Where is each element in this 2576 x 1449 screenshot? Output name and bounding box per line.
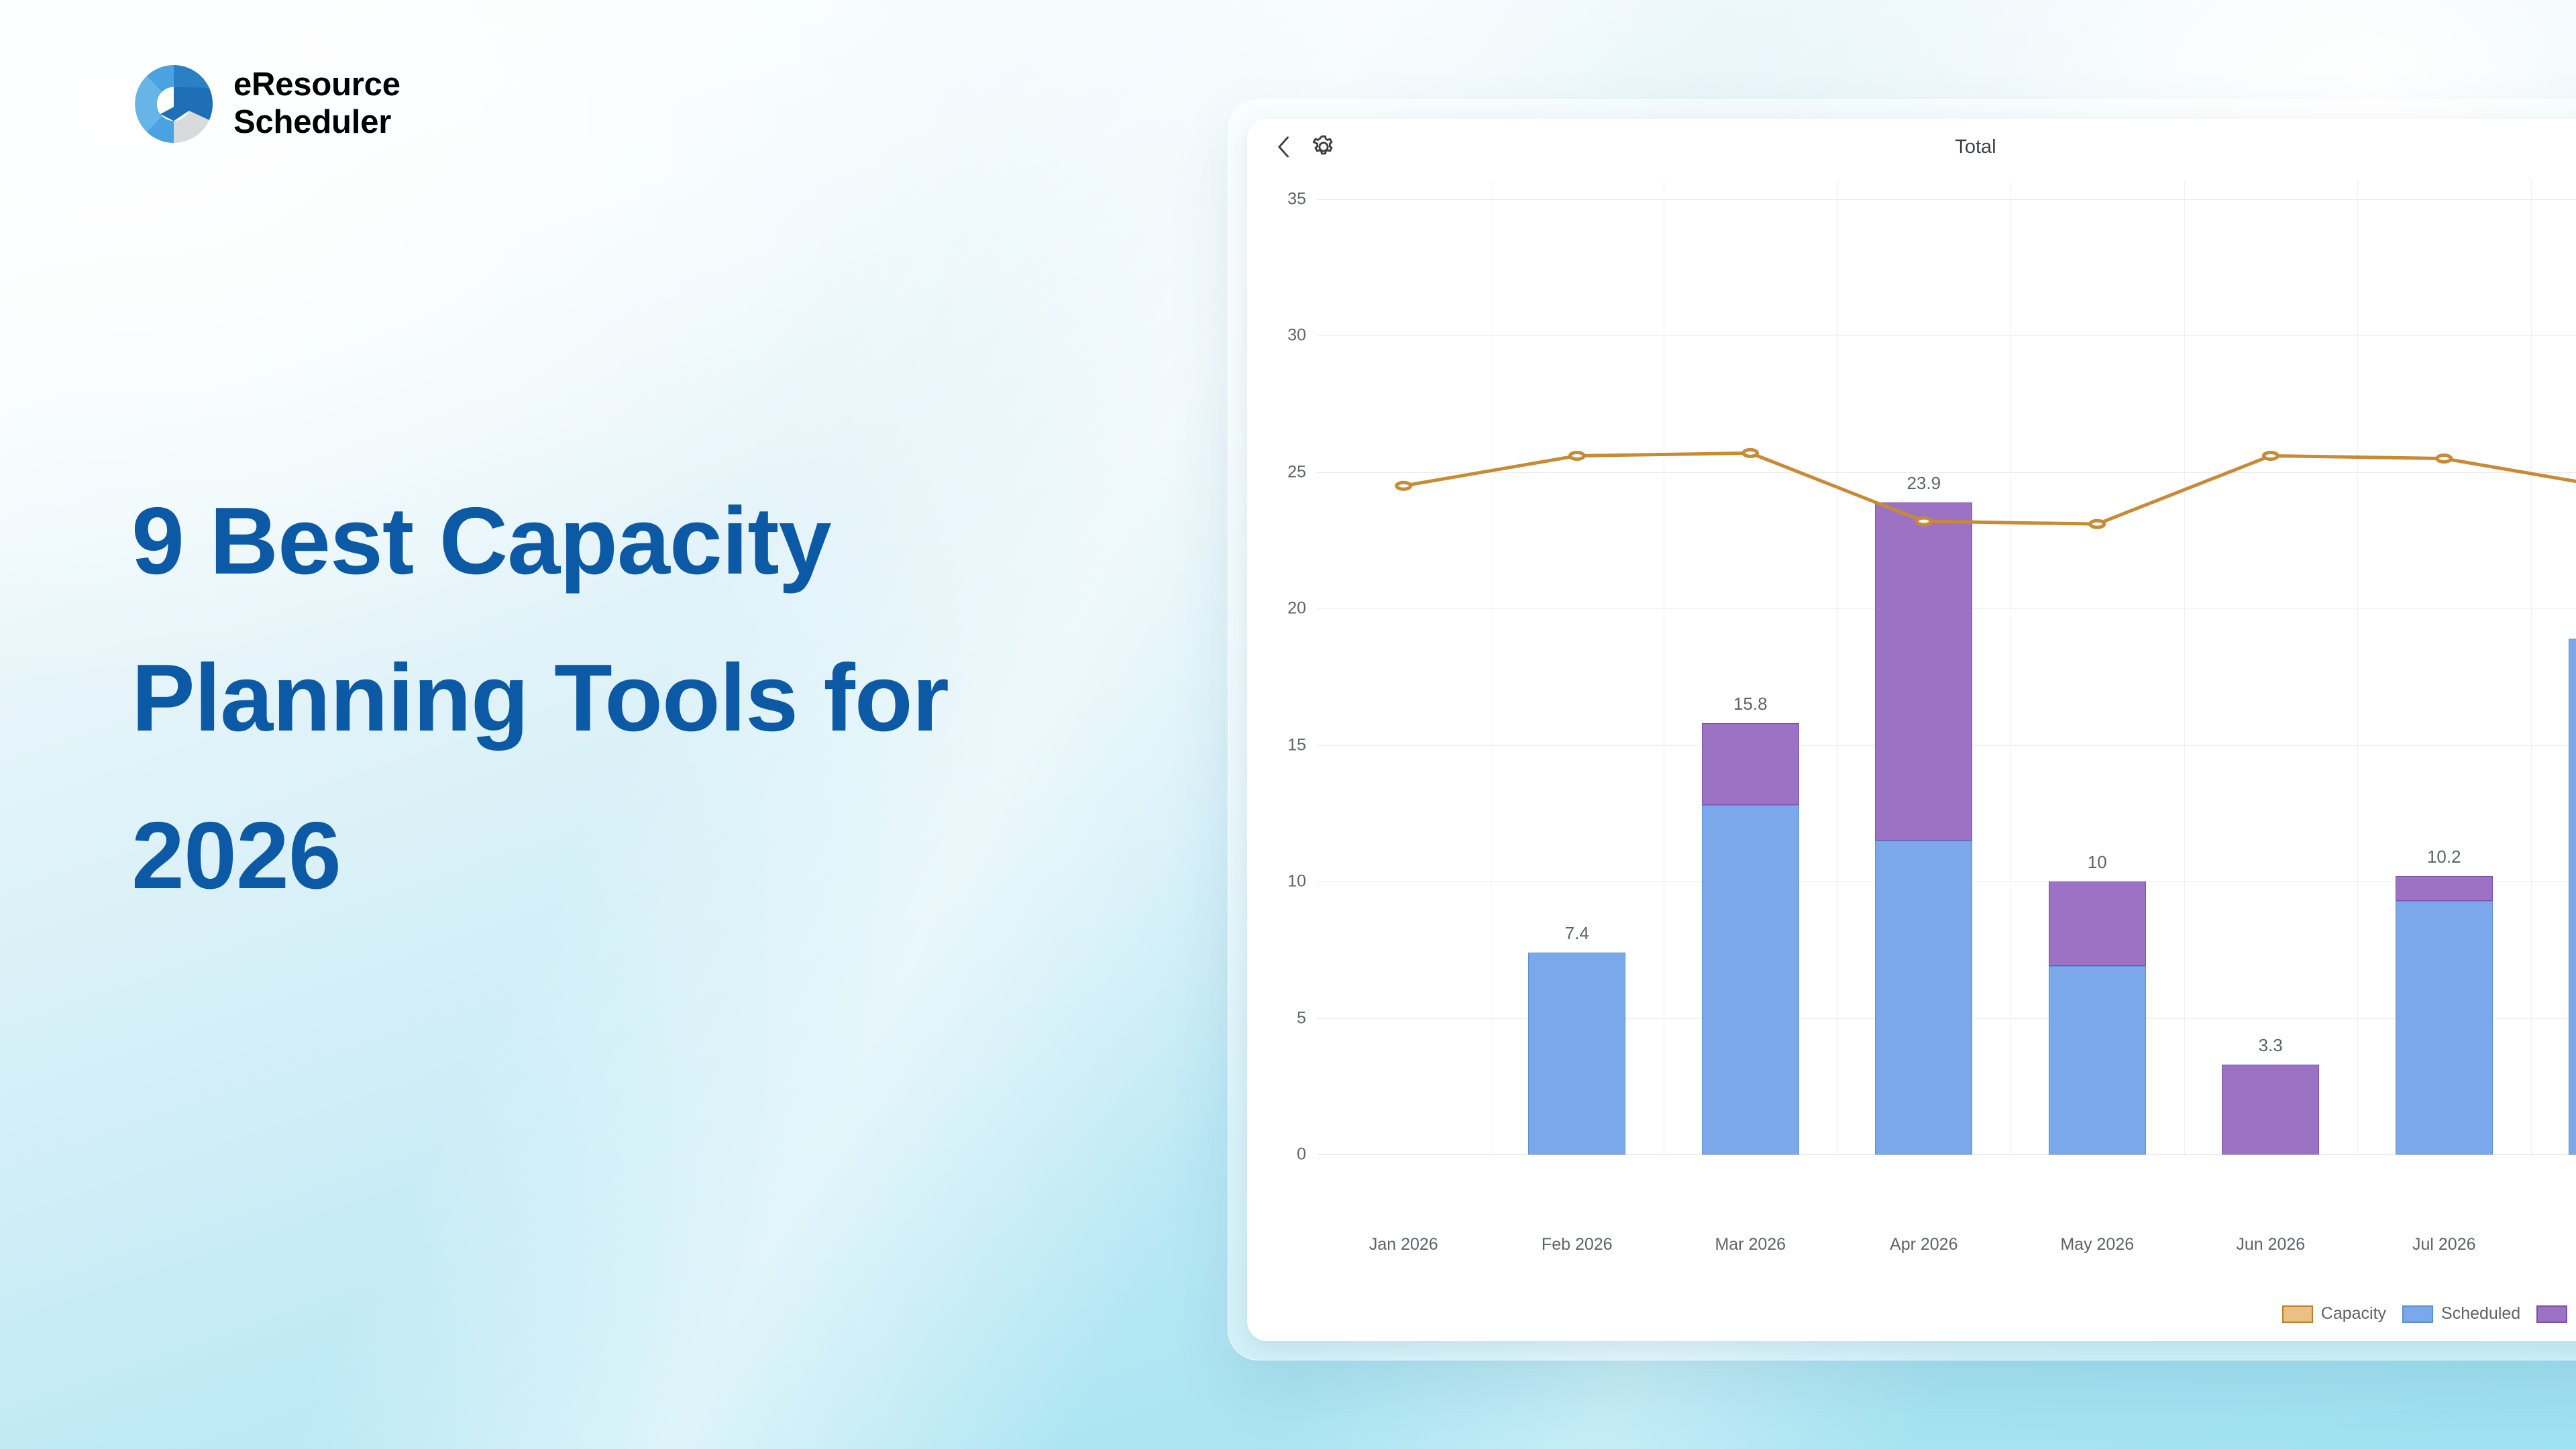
x-axis-tick: Feb 2026 [1541,1235,1613,1254]
x-axis-tick: Mar 2026 [1715,1235,1786,1254]
y-axis-tick: 25 [1287,462,1306,482]
bar-segment-scheduled[interactable] [1528,952,1626,1155]
bar-segment-pending-request[interactable] [2048,881,2146,967]
y-axis-tick: 15 [1287,735,1306,755]
legend-item[interactable]: Pending Request [2536,1304,2576,1324]
x-axis-tick: Jul 2026 [2412,1235,2476,1254]
legend-label: Capacity [2320,1304,2387,1323]
y-axis-tick: 10 [1287,871,1306,891]
capacity-line-point[interactable] [2090,521,2104,527]
chart-bar[interactable] [1528,952,1626,1155]
bar-value-label: 3.3 [2258,1034,2283,1055]
chart-bar[interactable] [2222,1064,2320,1155]
bar-value-label: 7.4 [1564,922,1589,943]
bar-segment-scheduled[interactable] [1875,841,1973,1155]
capacity-line-point[interactable] [1743,449,1758,456]
y-axis-tick: 20 [1287,598,1306,618]
capacity-swatch [2282,1305,2313,1323]
x-axis-tick: May 2026 [2060,1235,2135,1254]
bar-value-label: 15.8 [1733,694,1768,714]
bar-segment-pending-request[interactable] [2395,876,2493,901]
bar-segment-scheduled[interactable] [2569,639,2576,1155]
x-axis-labels: Jan 2026 Feb 2026 Mar 2026 Apr 2026 May 2026… [1317,1227,2576,1265]
bar-segment-scheduled[interactable] [1701,805,1799,1155]
bar-value-label: 23.9 [1907,472,1941,493]
capacity-line-point[interactable] [1917,518,1931,525]
bar-value-label: 10.2 [2426,847,2461,867]
capacity-line-point[interactable] [1397,482,1411,489]
y-axis-tick: 0 [1297,1144,1306,1164]
bar-segment-pending-request[interactable] [2222,1064,2320,1155]
bar-segment-pending-request[interactable] [1701,723,1799,806]
capacity-line-series [1317,180,2576,1227]
y-axis-labels: 0 5 10 15 20 25 30 35 [1247,180,1311,1227]
eresource-scheduler-logo-icon [131,62,216,146]
chart-bar[interactable] [2395,876,2493,1155]
chart-app-window: Total 0 5 10 15 20 25 30 35 7.4 15.8 23.9 10 3.3 10.… [1247,119,2576,1341]
bar-value-label: 10 [2087,852,2107,873]
x-axis-tick: Apr 2026 [1890,1235,1958,1254]
x-axis-tick: Jun 2026 [2236,1235,2306,1254]
x-axis-tick: Jan 2026 [1368,1235,1438,1254]
y-axis-tick: 5 [1297,1008,1306,1028]
gridline-horizontal [1317,472,2576,473]
pending-request-swatch [2536,1305,2568,1323]
gridline-vertical [2530,180,2532,1155]
product-screenshot-frame: Total 0 5 10 15 20 25 30 35 7.4 15.8 23.9 10 3.3 10.… [1228,99,2576,1360]
capacity-line [1403,453,2576,524]
brand-name: eResource Scheduler [233,66,400,140]
gear-icon[interactable] [1310,133,1337,160]
bar-segment-scheduled[interactable] [2048,966,2146,1155]
gridline-horizontal [1317,199,2576,200]
gridline-horizontal [1317,335,2576,337]
gridline-vertical [1837,180,1838,1155]
legend-item[interactable]: Scheduled [2402,1304,2520,1324]
legend-item[interactable]: Capacity [2282,1304,2386,1324]
chart-bar[interactable] [1701,723,1799,1155]
bar-segment-pending-request[interactable] [1875,502,1973,841]
y-axis-tick: 35 [1287,189,1306,209]
chart-bar[interactable] [1875,502,1973,1155]
scheduled-swatch [2402,1305,2434,1323]
chevron-left-icon[interactable] [1273,133,1295,160]
capacity-line-point[interactable] [1570,452,1584,459]
chart-legend: Capacity Scheduled Pending Request [1247,1304,2576,1324]
gridline-vertical [2184,180,2185,1155]
y-axis-tick: 30 [1287,325,1306,345]
brand-logo: eResource Scheduler [131,62,400,146]
capacity-line-point[interactable] [2437,455,2451,462]
chart-title: Total [1955,136,1996,158]
chart-bar[interactable] [2048,881,2146,1155]
chart-toolbar: Total [1247,119,2576,180]
capacity-line-point[interactable] [2263,452,2277,459]
chart-bar[interactable] [2569,639,2576,1155]
page-title: 9 Best Capacity Planning Tools for 2026 [131,488,949,909]
bar-segment-scheduled[interactable] [2395,900,2493,1155]
gridline-vertical [2357,180,2358,1155]
gridline-vertical [2010,180,2011,1155]
legend-label: Scheduled [2441,1304,2521,1323]
